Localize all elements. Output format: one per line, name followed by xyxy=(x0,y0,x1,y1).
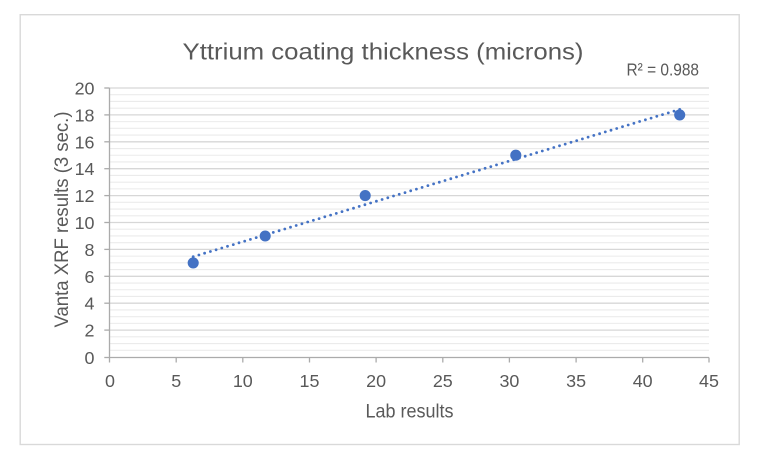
svg-text:0: 0 xyxy=(105,371,115,391)
svg-text:12: 12 xyxy=(75,186,95,206)
svg-text:20: 20 xyxy=(75,79,95,99)
svg-text:16: 16 xyxy=(75,132,95,152)
svg-text:40: 40 xyxy=(633,371,653,391)
svg-text:5: 5 xyxy=(171,371,181,391)
svg-text:35: 35 xyxy=(566,371,586,391)
svg-text:30: 30 xyxy=(499,371,519,391)
svg-text:Vanta XRF results (3 sec.): Vanta XRF results (3 sec.) xyxy=(51,112,73,328)
svg-text:25: 25 xyxy=(433,371,453,391)
svg-text:45: 45 xyxy=(699,371,719,391)
svg-text:0: 0 xyxy=(85,348,95,368)
svg-text:8: 8 xyxy=(85,240,95,260)
svg-text:4: 4 xyxy=(85,294,95,314)
svg-text:6: 6 xyxy=(85,267,95,287)
svg-text:20: 20 xyxy=(366,371,386,391)
svg-text:15: 15 xyxy=(300,371,320,391)
svg-text:2: 2 xyxy=(85,321,95,341)
svg-text:18: 18 xyxy=(75,105,95,125)
svg-text:14: 14 xyxy=(75,159,95,179)
svg-text:10: 10 xyxy=(233,371,253,391)
svg-text:Lab results: Lab results xyxy=(366,400,454,422)
svg-text:10: 10 xyxy=(75,213,95,233)
svg-text:R² = 0.988: R² = 0.988 xyxy=(627,60,700,80)
svg-text:Yttrium coating thickness (mic: Yttrium coating thickness (microns) xyxy=(183,39,584,65)
